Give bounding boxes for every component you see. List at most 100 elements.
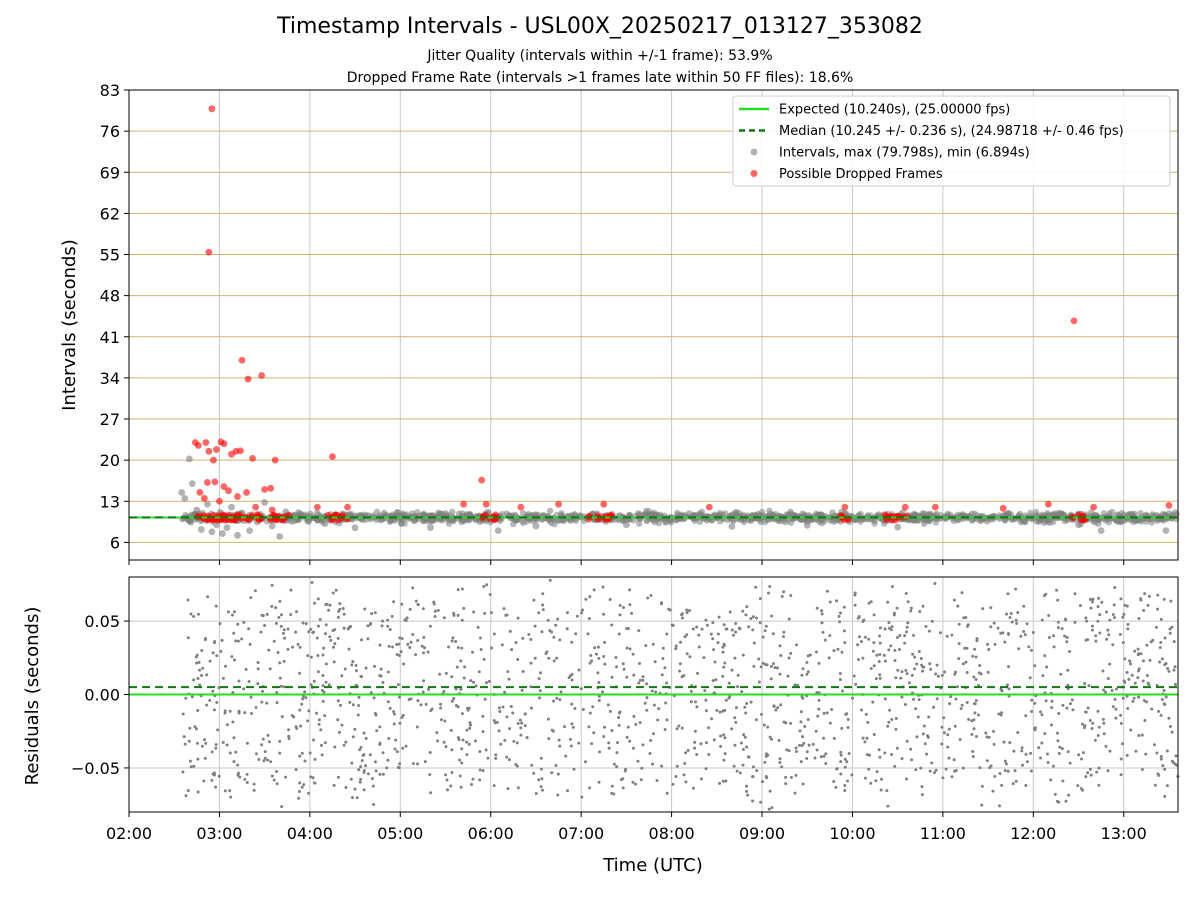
residual-point: [244, 667, 248, 671]
residual-point: [895, 746, 899, 750]
interval-point: [529, 518, 536, 525]
residual-point: [291, 645, 295, 649]
residual-point: [921, 604, 925, 608]
residual-point: [1128, 662, 1132, 666]
residual-point: [1056, 620, 1060, 624]
residual-point: [186, 598, 190, 602]
residual-point: [588, 595, 592, 599]
interval-point: [228, 503, 235, 511]
residual-point: [1052, 645, 1056, 649]
residual-point: [242, 687, 246, 691]
residual-point: [1159, 617, 1163, 621]
interval-point: [1154, 517, 1161, 524]
legend-dropped-swatch: [750, 170, 758, 177]
residual-point: [444, 773, 448, 777]
residual-point: [950, 633, 954, 637]
residual-point: [991, 789, 995, 793]
residual-point: [992, 742, 996, 746]
residual-point: [182, 735, 186, 739]
interval-point: [414, 509, 421, 516]
residual-point: [559, 690, 563, 694]
residual-point: [960, 703, 964, 707]
residual-point: [649, 593, 653, 597]
residual-point: [789, 775, 793, 779]
interval-point: [442, 509, 449, 517]
residual-point: [556, 793, 560, 797]
residual-point: [953, 672, 957, 676]
residual-point: [664, 681, 668, 685]
residual-point: [1084, 710, 1088, 714]
residual-point: [899, 676, 903, 680]
residual-point: [387, 737, 391, 741]
residual-point: [751, 628, 755, 632]
top-y-tick-label: 41: [100, 328, 120, 347]
residual-point: [351, 703, 355, 707]
residual-point: [378, 643, 382, 647]
residual-point: [214, 604, 218, 608]
residual-point: [401, 713, 405, 717]
residual-point: [1076, 784, 1080, 788]
residual-point: [443, 719, 447, 723]
residual-point: [782, 635, 786, 639]
residual-point: [374, 713, 378, 717]
residual-point: [724, 698, 728, 702]
residual-point: [1007, 665, 1011, 669]
residual-point: [1121, 696, 1125, 700]
residual-point: [1025, 622, 1029, 626]
residual-point: [696, 671, 700, 675]
residual-point: [570, 702, 574, 706]
residual-point: [943, 670, 947, 674]
residual-point: [280, 715, 284, 719]
residual-point: [628, 647, 632, 651]
residual-point: [878, 634, 882, 638]
residual-point: [341, 606, 345, 610]
residual-point: [426, 650, 430, 654]
residual-point: [275, 769, 279, 773]
residual-point: [1122, 679, 1126, 683]
residual-point: [1084, 616, 1088, 620]
residual-point: [1132, 696, 1136, 700]
residual-point: [935, 697, 939, 701]
dropped-frame-point: [193, 512, 201, 520]
residual-point: [214, 746, 218, 750]
residual-point: [1039, 710, 1043, 714]
residual-point: [342, 743, 346, 747]
residual-point: [485, 681, 489, 685]
residual-point: [754, 718, 758, 722]
residual-point: [217, 774, 221, 778]
residual-point: [1005, 612, 1009, 616]
residual-point: [506, 787, 510, 791]
residual-point: [573, 707, 577, 711]
residual-point: [590, 659, 594, 663]
residual-point: [886, 724, 890, 728]
residual-point: [603, 662, 607, 666]
residual-point: [806, 718, 810, 722]
residual-point: [350, 761, 354, 765]
residual-point: [508, 629, 512, 633]
residual-point: [751, 799, 755, 803]
top-y-tick-label: 69: [100, 163, 120, 182]
interval-point: [276, 533, 284, 540]
residual-point: [778, 672, 782, 676]
residual-point: [1159, 713, 1163, 717]
residual-point: [636, 759, 640, 763]
interval-point: [1114, 518, 1122, 526]
residual-point: [1004, 762, 1008, 766]
residual-point: [1169, 599, 1173, 603]
residual-point: [1028, 676, 1032, 680]
residual-point: [704, 698, 708, 702]
residual-point: [195, 661, 199, 665]
residual-point: [450, 675, 454, 679]
residual-point: [275, 701, 279, 705]
residual-point: [223, 711, 227, 715]
residual-point: [256, 661, 260, 665]
residual-point: [971, 755, 975, 759]
residual-point: [632, 673, 636, 677]
interval-point: [234, 531, 241, 539]
residual-point: [1086, 771, 1090, 775]
residual-point: [450, 699, 454, 703]
x-tick-label: 09:00: [739, 824, 785, 843]
residual-point: [882, 653, 886, 657]
residual-point: [409, 697, 413, 701]
residual-point: [450, 748, 454, 752]
